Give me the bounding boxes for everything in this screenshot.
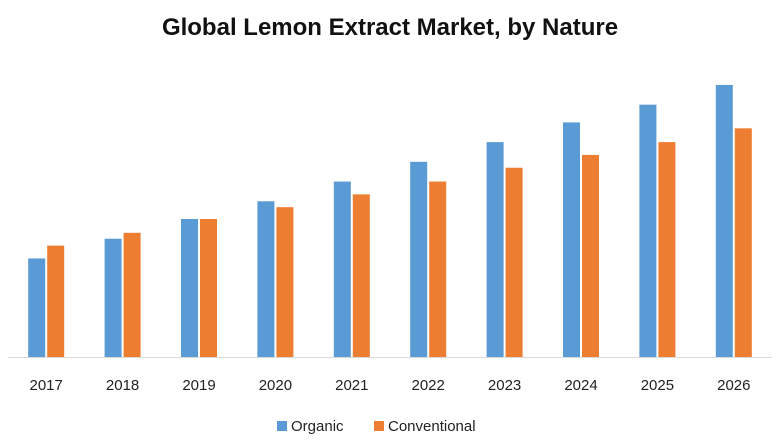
bar-organic-2021 <box>333 181 351 357</box>
bar-conventional-2026 <box>734 128 752 357</box>
x-tick-label-2023: 2023 <box>488 377 521 394</box>
bar-organic-2023 <box>486 142 504 357</box>
bar-organic-2026 <box>715 84 733 357</box>
bar-organic-2022 <box>410 161 428 357</box>
x-tick-labels: 2017 2018 2019 2020 2021 2022 2023 2024 2025 2026 <box>30 377 751 394</box>
bar-conventional-2023 <box>505 167 523 357</box>
legend-swatch-organic <box>277 421 287 431</box>
legend-swatch-conventional <box>374 421 384 431</box>
x-tick-label-2024: 2024 <box>564 377 597 394</box>
bar-conventional-2018 <box>123 232 141 357</box>
bar-conventional-2020 <box>276 207 294 357</box>
x-tick-label-2018: 2018 <box>106 377 139 394</box>
x-tick-label-2017: 2017 <box>30 377 63 394</box>
legend-label-conventional: Conventional <box>388 418 476 435</box>
bar-conventional-2024 <box>582 154 599 357</box>
bar-organic-2019 <box>181 219 198 357</box>
bar-organic-2018 <box>104 238 122 357</box>
bar-conventional-2017 <box>47 245 65 357</box>
bar-conventional-2022 <box>429 181 447 357</box>
x-tick-label-2026: 2026 <box>717 377 750 394</box>
legend-label-organic: Organic <box>291 418 344 435</box>
bar-organic-2024 <box>563 122 580 358</box>
legend: Organic Conventional <box>277 418 476 435</box>
x-tick-label-2022: 2022 <box>412 377 445 394</box>
bar-conventional-2019 <box>200 219 217 357</box>
bar-organic-2020 <box>257 201 275 357</box>
bar-organic-2025 <box>639 104 657 358</box>
x-tick-label-2019: 2019 <box>182 377 215 394</box>
chart-title: Global Lemon Extract Market, by Nature <box>161 14 619 41</box>
x-tick-label-2025: 2025 <box>641 377 674 394</box>
bar-organic-2017 <box>28 258 46 357</box>
bar-conventional-2021 <box>352 194 370 357</box>
bar-conventional-2025 <box>658 142 676 357</box>
x-tick-label-2020: 2020 <box>259 377 292 394</box>
x-tick-label-2021: 2021 <box>335 377 368 394</box>
bars-layer <box>28 84 752 358</box>
